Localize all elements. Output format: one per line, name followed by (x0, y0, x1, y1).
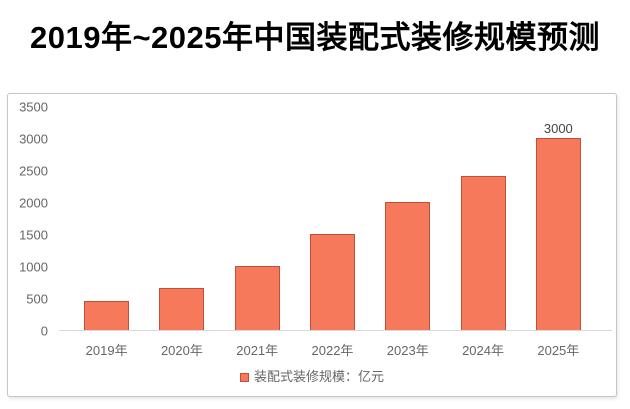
bar-column (295, 107, 370, 330)
bar (385, 202, 431, 330)
bar (84, 301, 130, 330)
bar: 3000 (535, 121, 581, 330)
y-axis-tick-label: 1000 (19, 259, 48, 275)
y-axis: 3500 3000 2500 2000 1500 1000 500 0 (8, 100, 54, 339)
bar-column (69, 107, 144, 330)
bar (309, 234, 355, 330)
bar-chart: 3500 3000 2500 2000 1500 1000 500 0 3000 2019年 2… (8, 94, 616, 396)
x-axis-label: 2023年 (386, 343, 429, 358)
y-axis-tick-label: 3000 (19, 131, 48, 147)
bar (159, 288, 205, 330)
bar-column: 3000 (521, 107, 596, 330)
plot-area: 3000 (59, 107, 612, 331)
bar (460, 176, 506, 330)
legend-marker-icon (239, 373, 249, 382)
legend: 装配式装修规模：亿元 (8, 366, 616, 385)
legend-label: 装配式装修规模：亿元 (253, 369, 384, 384)
chart-panel: 3500 3000 2500 2000 1500 1000 500 0 3000 2019年 2… (7, 93, 617, 397)
x-axis-label: 2019年 (85, 343, 128, 358)
y-axis-tick-label: 500 (26, 291, 48, 307)
bar (234, 266, 280, 330)
bar-column (370, 107, 445, 330)
bar-column (144, 107, 219, 330)
x-axis: 2019年 2020年 2021年 2022年 2023年 2024年 2025年 (59, 340, 612, 359)
x-axis-label: 2020年 (160, 343, 203, 358)
x-axis-label: 2025年 (537, 343, 580, 358)
x-axis-label: 2022年 (311, 343, 354, 358)
y-axis-tick-label: 1500 (19, 227, 48, 243)
y-axis-tick-label: 0 (40, 323, 48, 339)
bar-column (445, 107, 520, 330)
y-axis-tick-label: 2500 (19, 163, 48, 179)
y-axis-tick-label: 2000 (19, 195, 48, 211)
bar-data-label: 3000 (543, 121, 573, 136)
x-axis-label: 2024年 (462, 343, 504, 358)
y-axis-tick-label: 3500 (19, 99, 48, 115)
page-title: 2019年~2025年中国装配式装修规模预测 (29, 20, 601, 55)
x-axis-label: 2021年 (236, 343, 279, 358)
bar-column (220, 107, 295, 330)
